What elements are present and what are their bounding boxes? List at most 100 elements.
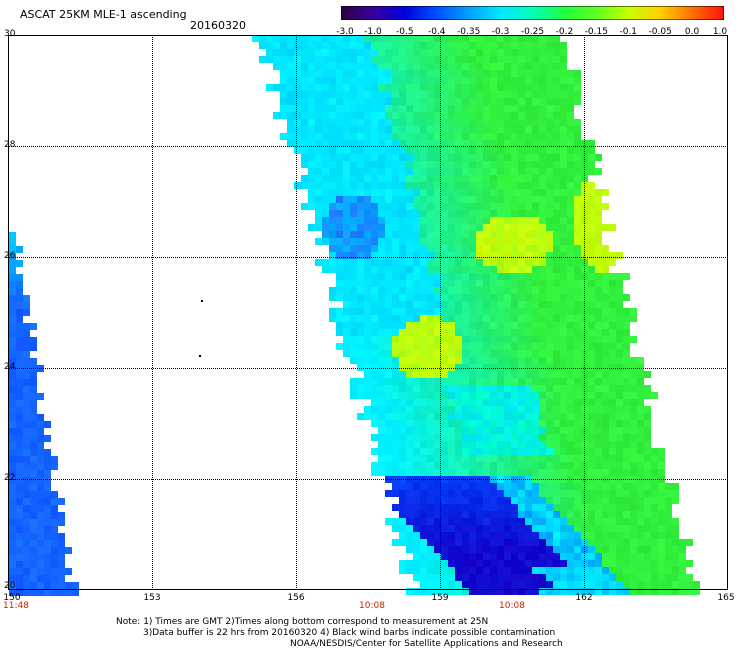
wind-cell	[406, 63, 413, 70]
wind-cell	[399, 357, 406, 364]
wind-cell	[427, 469, 434, 476]
wind-cell	[406, 315, 413, 322]
wind-cell	[441, 301, 448, 308]
wind-cell	[65, 589, 72, 596]
wind-cell	[58, 547, 65, 554]
wind-cell	[483, 364, 490, 371]
wind-cell	[434, 385, 441, 392]
wind-cell	[476, 189, 483, 196]
wind-cell	[455, 133, 462, 140]
wind-cell	[497, 336, 504, 343]
wind-cell	[350, 280, 357, 287]
wind-cell	[378, 336, 385, 343]
wind-cell	[448, 161, 455, 168]
wind-cell	[623, 350, 630, 357]
wind-cell	[364, 154, 371, 161]
wind-cell	[553, 560, 560, 567]
wind-cell	[301, 63, 308, 70]
wind-cell	[336, 252, 343, 259]
wind-cell	[329, 182, 336, 189]
wind-cell	[448, 483, 455, 490]
wind-cell	[595, 448, 602, 455]
wind-cell	[441, 35, 448, 42]
wind-cell	[672, 532, 679, 539]
wind-cell	[392, 483, 399, 490]
wind-cell	[560, 532, 567, 539]
wind-cell	[399, 189, 406, 196]
wind-cell	[518, 588, 525, 595]
wind-cell	[651, 448, 658, 455]
wind-cell	[637, 518, 644, 525]
wind-cell	[378, 112, 385, 119]
wind-cell	[539, 266, 546, 273]
wind-cell	[399, 560, 406, 567]
wind-cell	[441, 245, 448, 252]
colorbar-label: -0.15	[584, 27, 608, 37]
wind-cell	[399, 448, 406, 455]
wind-cell	[413, 154, 420, 161]
wind-cell	[371, 364, 378, 371]
wind-cell	[51, 589, 58, 596]
wind-cell	[301, 203, 308, 210]
wind-cell	[560, 154, 567, 161]
wind-cell	[560, 147, 567, 154]
wind-cell	[567, 350, 574, 357]
wind-cell	[322, 154, 329, 161]
wind-cell	[623, 588, 630, 595]
wind-cell	[588, 266, 595, 273]
wind-cell	[462, 532, 469, 539]
wind-cell	[602, 287, 609, 294]
wind-cell	[469, 154, 476, 161]
wind-cell	[343, 175, 350, 182]
wind-cell	[455, 441, 462, 448]
wind-cell	[525, 525, 532, 532]
wind-cell	[420, 280, 427, 287]
wind-cell	[399, 112, 406, 119]
wind-cell	[497, 343, 504, 350]
wind-cell	[623, 448, 630, 455]
wind-cell	[30, 428, 37, 435]
wind-cell	[364, 189, 371, 196]
wind-cell	[434, 364, 441, 371]
wind-cell	[441, 98, 448, 105]
wind-cell	[609, 280, 616, 287]
wind-cell	[469, 322, 476, 329]
wind-cell	[469, 175, 476, 182]
wind-cell	[497, 126, 504, 133]
wind-cell	[455, 322, 462, 329]
wind-cell	[23, 414, 30, 421]
wind-cell	[511, 567, 518, 574]
wind-cell	[350, 154, 357, 161]
wind-cell	[343, 182, 350, 189]
wind-cell	[546, 287, 553, 294]
wind-cell	[469, 245, 476, 252]
wind-cell	[630, 364, 637, 371]
wind-cell	[378, 364, 385, 371]
wind-cell	[525, 224, 532, 231]
wind-cell	[406, 434, 413, 441]
wind-cell	[483, 175, 490, 182]
wind-cell	[392, 175, 399, 182]
wind-cell	[427, 511, 434, 518]
wind-cell	[434, 490, 441, 497]
wind-cell	[308, 161, 315, 168]
wind-cell	[616, 336, 623, 343]
wind-cell	[406, 392, 413, 399]
wind-cell	[560, 364, 567, 371]
wind-cell	[413, 553, 420, 560]
wind-cell	[406, 231, 413, 238]
wind-cell	[399, 98, 406, 105]
wind-cell	[609, 315, 616, 322]
wind-cell	[567, 287, 574, 294]
wind-cell	[511, 63, 518, 70]
wind-cell	[630, 371, 637, 378]
wind-cell	[588, 147, 595, 154]
wind-cell	[630, 308, 637, 315]
wind-cell	[385, 119, 392, 126]
wind-cell	[308, 182, 315, 189]
wind-cell	[9, 344, 16, 351]
wind-cell	[602, 567, 609, 574]
wind-cell	[511, 336, 518, 343]
wind-cell	[560, 224, 567, 231]
wind-cell	[441, 196, 448, 203]
